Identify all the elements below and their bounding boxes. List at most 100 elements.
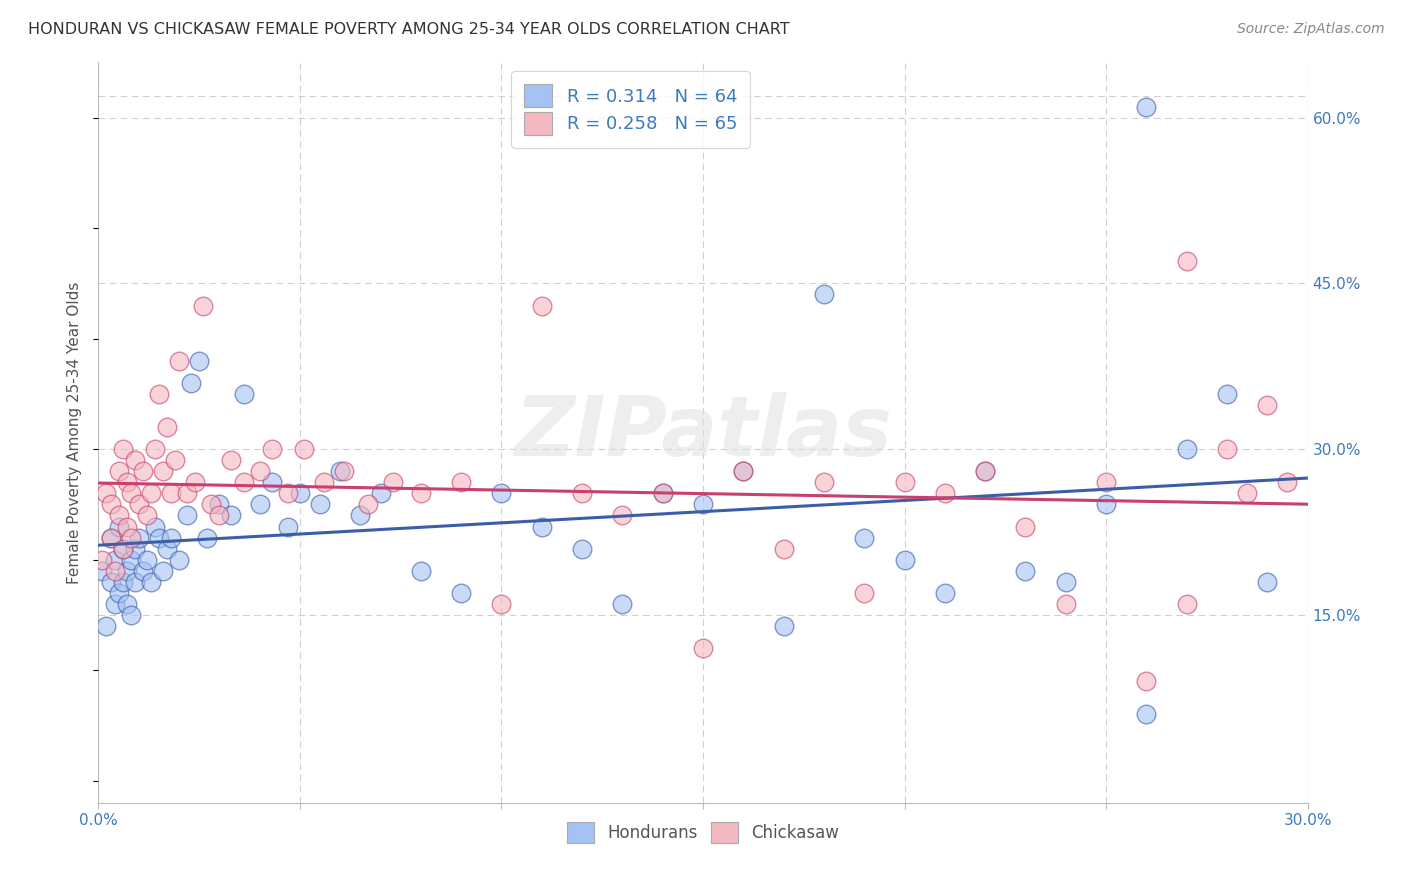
Point: [292, 442, 315, 457]
Text: HONDURAN VS CHICKASAW FEMALE POVERTY AMONG 25-34 YEAR OLDS CORRELATION CHART: HONDURAN VS CHICKASAW FEMALE POVERTY AMO…: [28, 22, 790, 37]
Point: [135, 552, 157, 566]
Point: [132, 464, 155, 478]
Point: [167, 353, 190, 368]
Point: [1135, 100, 1157, 114]
Point: [96, 486, 118, 500]
Point: [260, 475, 283, 490]
Point: [115, 519, 138, 533]
Point: [208, 498, 231, 512]
Point: [91, 564, 114, 578]
Point: [100, 574, 122, 589]
Point: [409, 486, 432, 500]
Point: [1236, 486, 1258, 500]
Point: [1216, 387, 1239, 401]
Point: [491, 597, 513, 611]
Point: [232, 387, 254, 401]
Point: [120, 607, 142, 622]
Point: [357, 498, 380, 512]
Point: [163, 453, 186, 467]
Y-axis label: Female Poverty Among 25-34 Year Olds: Female Poverty Among 25-34 Year Olds: [67, 282, 83, 583]
Point: [571, 486, 593, 500]
Point: [1014, 519, 1036, 533]
Point: [249, 464, 271, 478]
Point: [107, 464, 129, 478]
Point: [1175, 597, 1198, 611]
Point: [107, 519, 129, 533]
Point: [107, 586, 129, 600]
Point: [1277, 475, 1299, 490]
Point: [409, 564, 432, 578]
Point: [260, 442, 283, 457]
Point: [530, 519, 553, 533]
Point: [1216, 442, 1239, 457]
Point: [232, 475, 254, 490]
Text: ZIPatlas: ZIPatlas: [515, 392, 891, 473]
Point: [651, 486, 673, 500]
Point: [853, 586, 876, 600]
Point: [160, 531, 183, 545]
Point: [100, 531, 122, 545]
Point: [96, 619, 118, 633]
Point: [124, 453, 146, 467]
Point: [733, 464, 755, 478]
Point: [160, 486, 183, 500]
Point: [152, 464, 174, 478]
Point: [115, 475, 138, 490]
Point: [221, 508, 243, 523]
Point: [100, 531, 122, 545]
Point: [1135, 674, 1157, 689]
Point: [1175, 442, 1198, 457]
Point: [176, 508, 198, 523]
Point: [1095, 498, 1118, 512]
Point: [200, 498, 222, 512]
Point: [188, 353, 211, 368]
Point: [893, 475, 915, 490]
Point: [974, 464, 997, 478]
Point: [612, 508, 634, 523]
Point: [115, 564, 138, 578]
Point: [853, 531, 876, 545]
Point: [370, 486, 392, 500]
Point: [111, 541, 134, 556]
Point: [135, 508, 157, 523]
Point: [651, 486, 673, 500]
Point: [143, 442, 166, 457]
Point: [893, 552, 915, 566]
Point: [733, 464, 755, 478]
Point: [692, 498, 714, 512]
Point: [180, 376, 202, 390]
Point: [692, 641, 714, 656]
Point: [100, 498, 122, 512]
Point: [176, 486, 198, 500]
Point: [193, 299, 215, 313]
Point: [349, 508, 371, 523]
Point: [120, 552, 142, 566]
Point: [111, 541, 134, 556]
Point: [139, 486, 162, 500]
Point: [221, 453, 243, 467]
Point: [1054, 597, 1077, 611]
Point: [530, 299, 553, 313]
Point: [128, 531, 150, 545]
Point: [167, 552, 190, 566]
Point: [156, 541, 179, 556]
Point: [132, 564, 155, 578]
Point: [1256, 398, 1278, 412]
Point: [152, 564, 174, 578]
Point: [329, 464, 352, 478]
Point: [148, 531, 170, 545]
Point: [139, 574, 162, 589]
Point: [314, 475, 336, 490]
Point: [277, 486, 299, 500]
Point: [208, 508, 231, 523]
Point: [156, 420, 179, 434]
Point: [450, 475, 472, 490]
Point: [103, 552, 125, 566]
Point: [148, 387, 170, 401]
Point: [249, 498, 271, 512]
Point: [103, 597, 125, 611]
Point: [128, 498, 150, 512]
Point: [120, 486, 142, 500]
Point: [974, 464, 997, 478]
Point: [124, 541, 146, 556]
